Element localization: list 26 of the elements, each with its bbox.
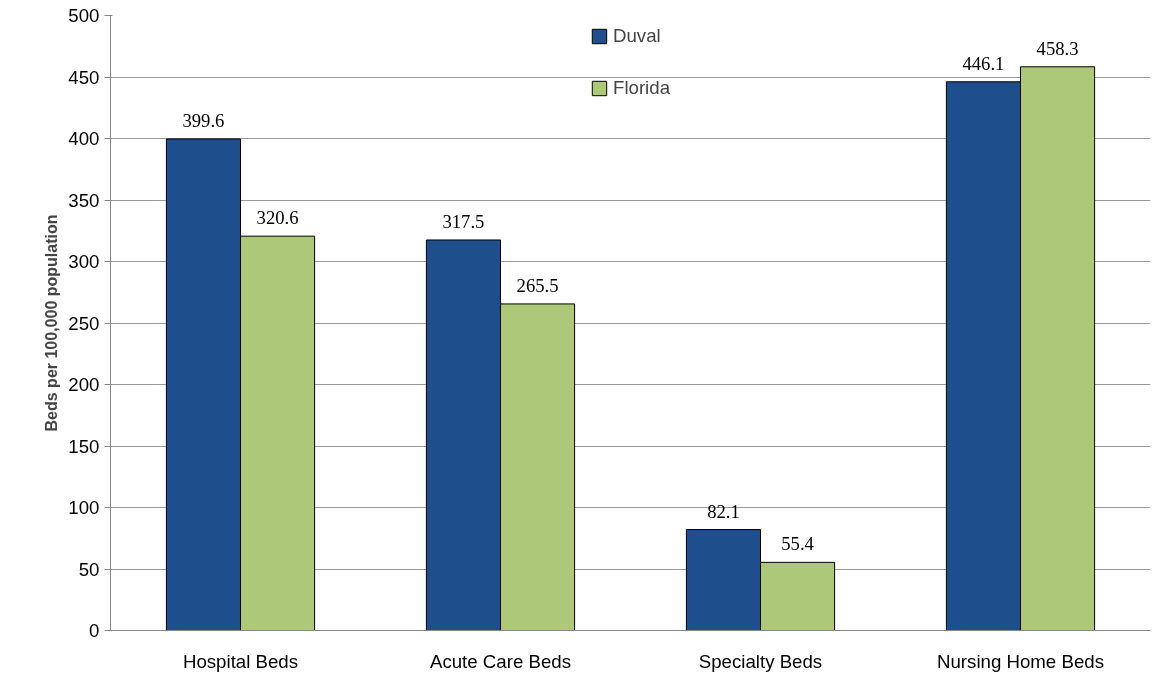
- y-tick-label: 450: [68, 66, 100, 88]
- y-tick-label: 250: [68, 312, 100, 334]
- data-label: 446.1: [962, 52, 1005, 74]
- data-label: 399.6: [182, 109, 225, 131]
- data-label: 317.5: [442, 210, 485, 232]
- y-tick-label: 350: [68, 189, 100, 211]
- y-tick-label: 200: [68, 374, 100, 395]
- data-label: 265.5: [516, 274, 559, 296]
- y-tick-label: 100: [68, 497, 100, 518]
- data-label: 320.6: [256, 207, 299, 229]
- legend-label: Duval: [612, 25, 661, 47]
- y-axis-title: Beds per 100,000 population: [43, 214, 61, 432]
- y-tick-label: 400: [68, 128, 100, 149]
- x-tick-label: Acute Care Beds: [429, 650, 572, 672]
- legend-label: Florida: [612, 77, 671, 99]
- x-tick-label: Nursing Home Beds: [937, 650, 1104, 672]
- y-tick-label: 50: [78, 558, 100, 580]
- data-label: 82.1: [707, 500, 740, 522]
- data-label: 458.3: [1036, 37, 1079, 59]
- y-tick-label: 500: [68, 5, 100, 26]
- x-tick-label: Specialty Beds: [698, 650, 823, 672]
- y-tick-label: 150: [68, 435, 100, 457]
- y-tick-label: 0: [89, 620, 100, 641]
- x-tick-label: Hospital Beds: [182, 650, 299, 672]
- y-tick-label: 300: [68, 251, 100, 272]
- data-label: 55.4: [781, 533, 815, 555]
